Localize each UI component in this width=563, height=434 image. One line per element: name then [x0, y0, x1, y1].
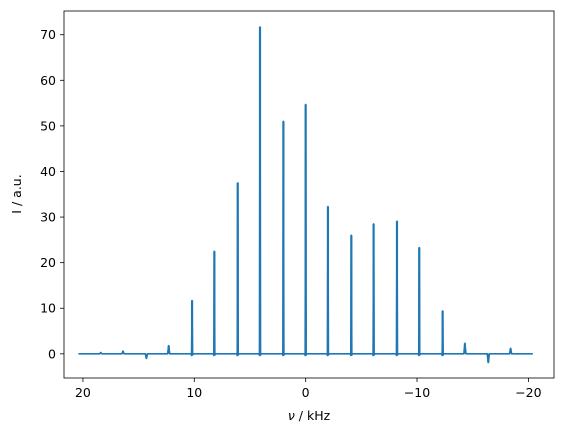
y-tick-label: 60	[40, 73, 56, 88]
plot-area	[64, 11, 554, 378]
x-tick-label: −10	[404, 385, 430, 400]
x-tick-label: 0	[302, 385, 310, 400]
y-tick-label: 30	[40, 210, 56, 225]
y-tick-label: 0	[48, 346, 56, 361]
y-tick-label: 50	[40, 118, 56, 133]
y-axis-label: I / a.u.	[9, 174, 24, 213]
x-axis-label: ν / kHz	[288, 408, 331, 423]
x-axis-label-unit: / kHz	[295, 408, 331, 423]
y-tick-label: 20	[40, 255, 56, 270]
axes-frame	[63, 10, 555, 379]
x-axis-ticks: 20 10 0 −10 −20	[75, 378, 542, 400]
series-layer	[78, 26, 533, 364]
y-tick-label: 70	[40, 27, 56, 42]
y-tick-label: 40	[40, 164, 56, 179]
y-tick-label: 10	[40, 301, 56, 316]
x-axis-label-symbol: ν	[288, 408, 295, 423]
x-tick-label: 20	[75, 385, 91, 400]
y-axis-ticks: 0 10 20 30 40 50 60 70	[40, 27, 64, 361]
spectrum-line	[78, 26, 533, 364]
x-tick-label: 10	[186, 385, 202, 400]
x-tick-label: −20	[515, 385, 541, 400]
